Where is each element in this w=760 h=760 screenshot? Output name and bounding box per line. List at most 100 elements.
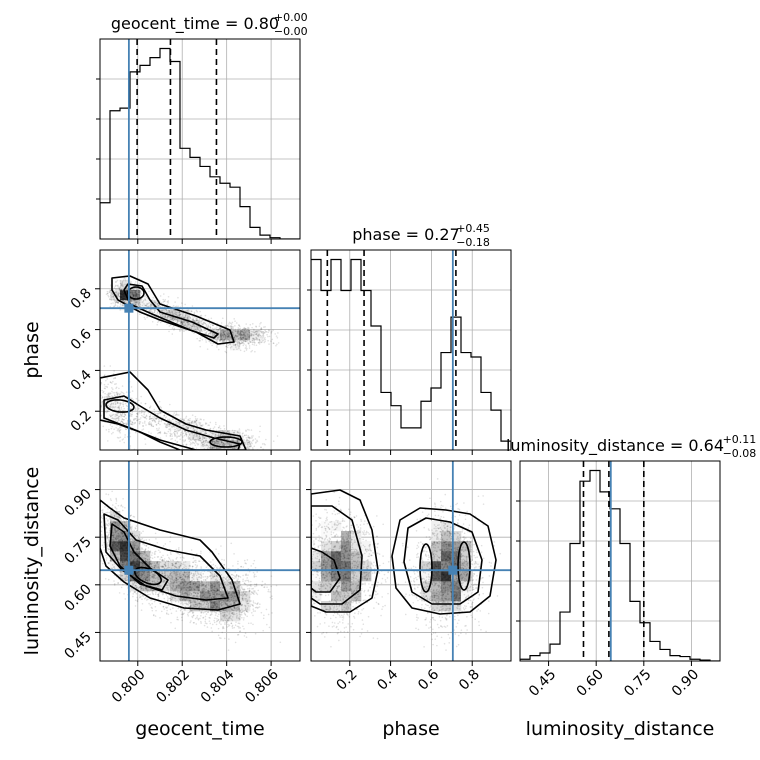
sample-point — [101, 517, 104, 520]
sample-point — [187, 324, 189, 326]
sample-point — [105, 511, 107, 514]
sample-point — [123, 554, 126, 556]
sample-point — [222, 329, 225, 332]
sample-point — [263, 338, 266, 340]
sample-point — [120, 284, 122, 287]
sample-point — [130, 415, 133, 417]
sample-point — [157, 576, 160, 579]
density-cell — [190, 581, 201, 592]
sample-point — [223, 425, 225, 427]
sample-point — [154, 615, 157, 617]
sample-point — [166, 300, 169, 303]
sample-point — [111, 544, 114, 546]
sample-point — [254, 333, 257, 336]
sample-point — [212, 452, 214, 454]
sample-point — [207, 318, 210, 321]
sample-point — [132, 539, 134, 542]
sample-point — [245, 337, 247, 340]
sample-point — [185, 435, 188, 437]
sample-point — [123, 301, 126, 303]
sample-point — [220, 441, 223, 443]
sample-point — [116, 391, 118, 393]
sample-point — [94, 409, 96, 411]
sample-point — [217, 328, 220, 331]
sample-point — [106, 523, 108, 526]
sample-point — [236, 343, 239, 346]
sample-point — [115, 280, 118, 283]
sample-point — [258, 334, 261, 336]
sample-point — [143, 572, 145, 575]
sample-point — [180, 321, 183, 323]
sample-point — [185, 425, 187, 428]
sample-point — [181, 598, 184, 601]
sample-point — [191, 420, 194, 423]
sample-point — [239, 334, 242, 336]
sample-point — [167, 613, 170, 616]
sample-point — [164, 561, 167, 564]
sample-point — [114, 383, 116, 386]
sample-point — [242, 340, 245, 342]
sample-point — [173, 327, 176, 330]
sample-point — [187, 418, 190, 421]
sample-point — [186, 314, 189, 316]
sample-point — [209, 447, 211, 450]
sample-point — [150, 425, 153, 427]
sample-point — [195, 592, 197, 594]
sample-point — [117, 294, 120, 296]
sample-point — [122, 535, 124, 537]
sample-point — [245, 328, 248, 330]
sample-point — [149, 417, 151, 420]
sample-point — [137, 300, 140, 303]
sample-point — [202, 583, 205, 586]
sample-point — [126, 553, 128, 555]
sample-point — [256, 334, 259, 337]
sample-point — [171, 310, 174, 313]
sample-point — [256, 439, 258, 442]
sample-point — [148, 418, 151, 420]
sample-point — [125, 553, 127, 555]
sample-point — [117, 558, 120, 561]
title-sub: −0.08 — [723, 447, 757, 460]
sample-point — [179, 311, 181, 314]
sample-point — [129, 420, 132, 422]
sample-point — [260, 446, 262, 449]
sample-point — [177, 320, 179, 322]
sample-point — [270, 340, 272, 343]
sample-point — [133, 294, 135, 296]
sample-point — [135, 547, 137, 549]
sample-point — [241, 331, 243, 333]
sample-point — [215, 433, 217, 436]
sample-point — [170, 311, 173, 313]
sample-point — [187, 316, 190, 319]
sample-point — [164, 298, 167, 301]
sample-point — [139, 596, 141, 598]
sample-point — [237, 328, 239, 331]
sample-point — [184, 303, 186, 306]
sample-point — [116, 545, 118, 547]
sample-point — [123, 277, 126, 279]
sample-point — [122, 299, 124, 301]
sample-point — [121, 288, 123, 290]
sample-point — [118, 551, 121, 554]
sample-point — [253, 329, 255, 332]
sample-point — [212, 324, 214, 327]
sample-point — [108, 517, 111, 520]
sample-point — [174, 306, 177, 308]
sample-point — [147, 573, 149, 576]
sample-point — [126, 561, 128, 564]
panel-frame — [310, 249, 512, 451]
sample-point — [185, 443, 187, 446]
sample-point — [150, 560, 152, 562]
sample-point — [256, 339, 258, 341]
sample-point — [222, 340, 225, 342]
sample-point — [109, 551, 111, 554]
sample-point — [259, 340, 261, 343]
sample-point — [237, 340, 240, 343]
sample-point — [103, 374, 106, 377]
sample-point — [208, 424, 211, 427]
sample-point — [178, 315, 181, 318]
sample-point — [117, 402, 119, 404]
sample-point — [111, 534, 114, 537]
sample-point — [221, 429, 223, 432]
sample-point — [215, 434, 217, 436]
